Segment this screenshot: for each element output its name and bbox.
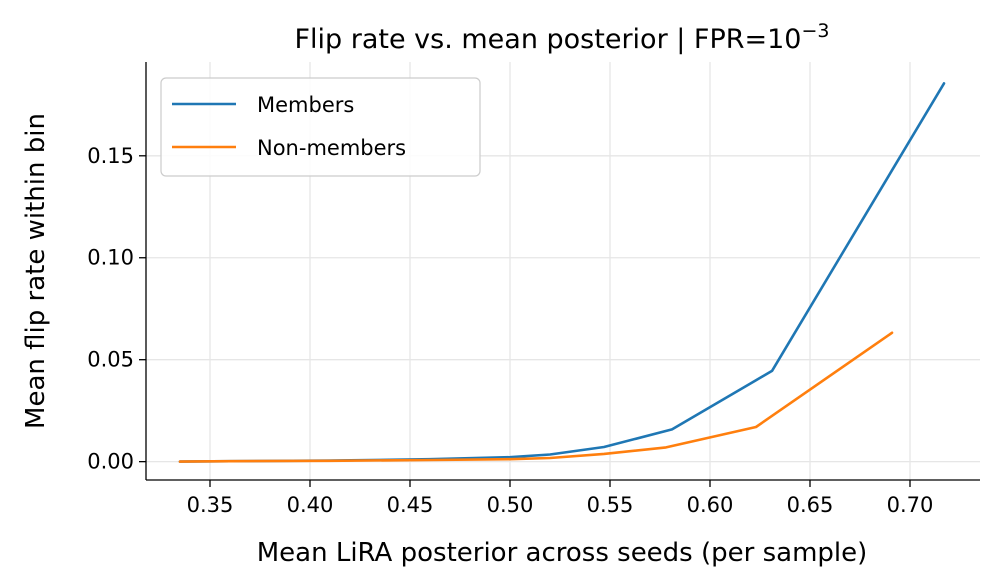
x-tick-label: 0.50 xyxy=(487,493,534,517)
x-tick-label: 0.45 xyxy=(387,493,434,517)
chart-title-exponent: −3 xyxy=(802,20,830,42)
x-tick-label: 0.60 xyxy=(687,493,734,517)
y-tick-label: 0.15 xyxy=(87,144,134,168)
legend-frame xyxy=(160,77,481,177)
y-tick-label: 0.10 xyxy=(87,246,134,270)
series-line-non-members xyxy=(178,331,894,463)
y-tick-label: 0.05 xyxy=(87,348,134,372)
x-axis-label: Mean LiRA posterior across seeds (per sa… xyxy=(257,538,868,568)
legend: Members Non-members xyxy=(160,77,481,177)
axes: 0.35 0.40 0.45 0.50 0.55 0.60 0.65 0.70 0.00 0.05… xyxy=(87,62,980,517)
chart-title: Flip rate vs. mean posterior | FPR=10−3 xyxy=(294,20,829,55)
x-tick-label: 0.40 xyxy=(287,493,334,517)
y-axis-label: Mean flip rate within bin xyxy=(21,113,51,429)
x-tick-label: 0.55 xyxy=(587,493,634,517)
legend-label-members: Members xyxy=(257,93,354,117)
chart-title-main: Flip rate vs. mean posterior | FPR=10 xyxy=(294,24,801,55)
y-tick-label: 0.00 xyxy=(87,450,134,474)
legend-label-non-members: Non-members xyxy=(257,136,406,160)
series-lines xyxy=(178,82,946,463)
x-tick-label: 0.35 xyxy=(187,493,234,517)
x-tick-label: 0.65 xyxy=(787,493,834,517)
x-tick-label: 0.70 xyxy=(887,493,934,517)
